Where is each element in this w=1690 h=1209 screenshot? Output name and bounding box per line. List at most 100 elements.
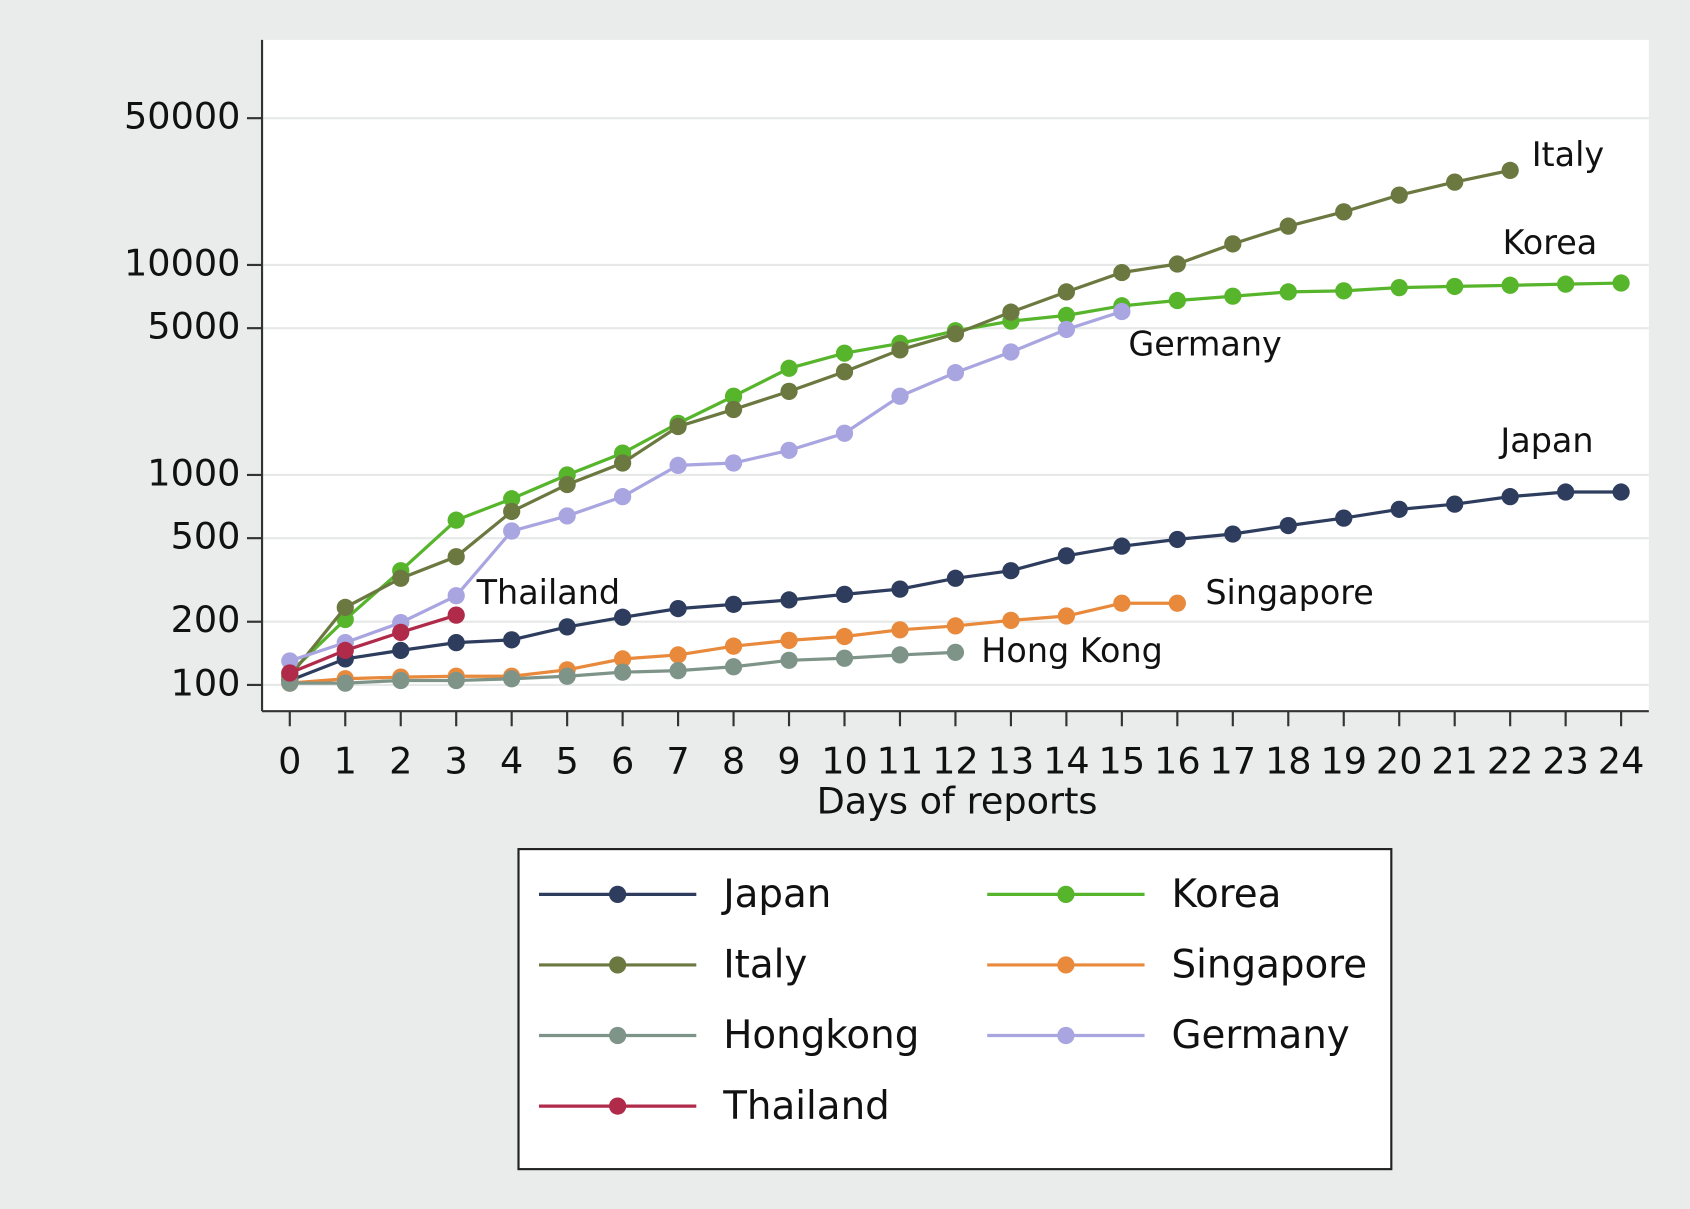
data-point (392, 623, 410, 641)
data-point (503, 502, 521, 521)
legend-label: Thailand (722, 1084, 890, 1129)
data-point (447, 671, 465, 690)
legend-label: Japan (721, 872, 831, 917)
data-point (1612, 274, 1630, 292)
data-point (1057, 607, 1076, 625)
data-point (1002, 303, 1020, 321)
data-point (891, 387, 909, 405)
x-tick-label: 9 (777, 739, 800, 782)
y-tick-label: 200 (171, 598, 241, 641)
series-label: Hong Kong (981, 631, 1163, 670)
data-point (613, 608, 632, 626)
legend-label: Hongkong (723, 1013, 919, 1058)
x-axis-title: Days of reports (817, 779, 1098, 822)
data-point (724, 595, 743, 613)
data-point (1113, 537, 1131, 555)
data-point (613, 650, 632, 668)
data-point (835, 585, 854, 603)
x-tick-label: 6 (611, 739, 634, 782)
data-point (558, 475, 576, 494)
data-point (447, 548, 465, 566)
data-point (1501, 488, 1519, 506)
data-point (780, 359, 798, 377)
data-point (1335, 509, 1353, 527)
data-point (447, 606, 465, 624)
y-tick-label: 500 (171, 515, 241, 558)
y-tick-label: 1000 (147, 451, 240, 494)
data-point (281, 664, 299, 682)
data-point (1446, 277, 1464, 296)
series-label: Germany (1128, 325, 1281, 364)
series-label: Italy (1532, 135, 1604, 174)
series-label: Thailand (476, 573, 620, 612)
data-point (1279, 217, 1297, 235)
x-tick-label: 19 (1320, 739, 1367, 782)
data-point (669, 599, 687, 618)
data-point (780, 441, 798, 459)
legend-swatch-marker (609, 1097, 627, 1115)
legend-swatch-marker (1057, 885, 1075, 903)
data-point (613, 454, 632, 472)
data-point (1390, 278, 1408, 297)
data-point (1501, 161, 1519, 180)
legend-label: Germany (1171, 1013, 1349, 1058)
data-point (1002, 343, 1020, 361)
data-point (1113, 263, 1131, 282)
data-point (1113, 594, 1131, 612)
data-point (336, 641, 354, 660)
data-point (558, 667, 576, 685)
data-point (669, 662, 687, 680)
data-point (281, 652, 299, 670)
data-point (1168, 255, 1186, 273)
data-point (946, 364, 965, 382)
data-point (1557, 483, 1575, 501)
data-point (1002, 562, 1020, 580)
data-point (447, 634, 465, 652)
data-point (1446, 173, 1464, 191)
data-point (336, 598, 354, 617)
x-tick-label: 18 (1265, 739, 1312, 782)
x-tick-label: 22 (1487, 739, 1534, 782)
x-tick-label: 21 (1431, 739, 1478, 782)
data-point (447, 511, 465, 529)
data-point (1113, 302, 1131, 321)
data-point (780, 651, 798, 669)
data-point (946, 569, 965, 587)
x-tick-label: 17 (1210, 739, 1257, 782)
data-point (1224, 287, 1242, 305)
data-point (447, 587, 465, 605)
data-point (1057, 306, 1076, 325)
series-line (289, 309, 1123, 663)
data-point (1390, 186, 1408, 204)
series-label: Singapore (1205, 573, 1373, 612)
y-tick-label: 5000 (147, 305, 240, 348)
data-point (1057, 283, 1076, 301)
x-tick-label: 23 (1542, 739, 1589, 782)
data-point (1335, 282, 1353, 300)
data-point (1057, 320, 1076, 339)
legend (517, 848, 1393, 1171)
data-point (503, 670, 521, 688)
data-point (946, 325, 965, 343)
data-point (891, 341, 909, 359)
data-point (835, 649, 854, 667)
data-point (336, 674, 354, 692)
legend-label: Italy (723, 943, 807, 988)
data-point (669, 456, 687, 475)
data-point (1557, 275, 1575, 293)
data-point (1168, 291, 1186, 310)
series-label: Korea (1503, 223, 1598, 262)
data-point (724, 454, 743, 472)
data-point (946, 617, 965, 635)
data-point (613, 663, 632, 681)
data-point (1446, 495, 1464, 513)
data-point (1168, 530, 1186, 549)
data-point (946, 643, 965, 661)
x-tick-label: 7 (666, 739, 689, 782)
legend-label: Korea (1171, 872, 1281, 917)
data-point (835, 424, 854, 442)
data-point (1390, 500, 1408, 518)
data-point (835, 363, 854, 381)
